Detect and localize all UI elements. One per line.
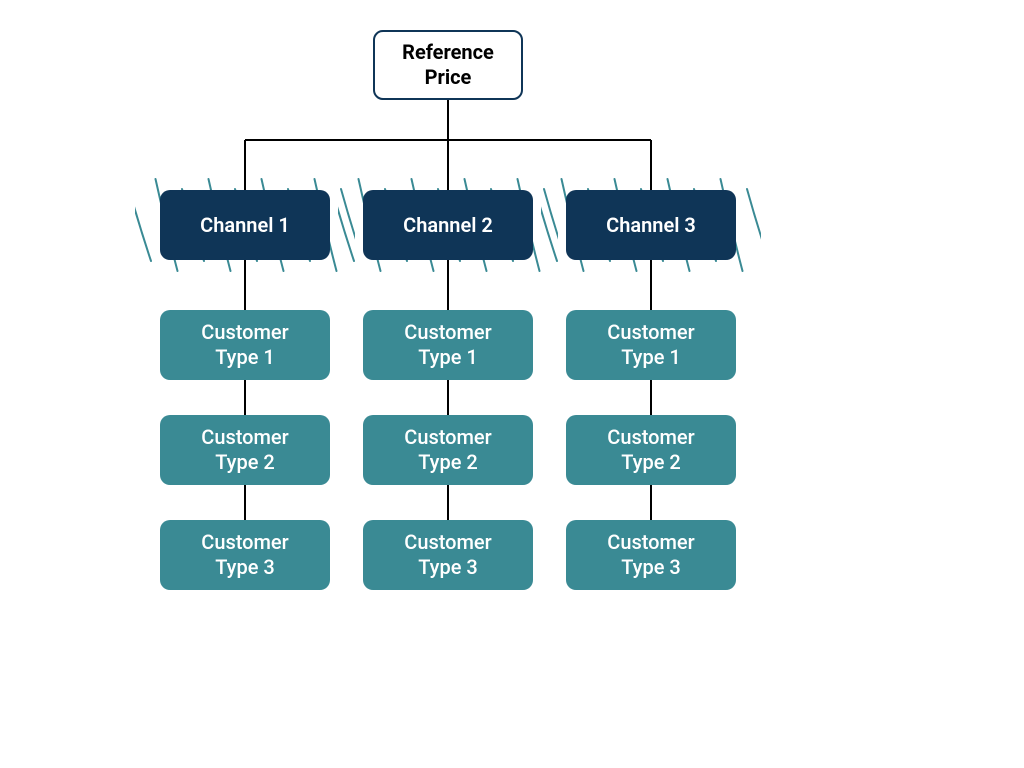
channel-label: Channel 2: [403, 213, 493, 238]
customer-label: CustomerType 2: [404, 425, 491, 475]
customer-label: CustomerType 2: [607, 425, 694, 475]
customer-label: CustomerType 1: [404, 320, 491, 370]
customer-node: CustomerType 3: [566, 520, 736, 590]
channel-node: Channel 2: [363, 190, 533, 260]
connector-lines: [0, 0, 1024, 768]
customer-node: CustomerType 2: [160, 415, 330, 485]
customer-label: CustomerType 1: [201, 320, 288, 370]
diagram-canvas: ReferencePrice Channel 1 CustomerType 1 Cu…: [0, 0, 1024, 768]
customer-label: CustomerType 3: [607, 530, 694, 580]
customer-node: CustomerType 1: [363, 310, 533, 380]
customer-label: CustomerType 3: [201, 530, 288, 580]
customer-label: CustomerType 3: [404, 530, 491, 580]
customer-label: CustomerType 1: [607, 320, 694, 370]
customer-node: CustomerType 3: [160, 520, 330, 590]
root-node-reference-price: ReferencePrice: [373, 30, 523, 100]
channel-label: Channel 1: [200, 213, 290, 238]
customer-node: CustomerType 2: [566, 415, 736, 485]
channel-node: Channel 3: [566, 190, 736, 260]
customer-label: CustomerType 2: [201, 425, 288, 475]
customer-node: CustomerType 3: [363, 520, 533, 590]
customer-node: CustomerType 1: [160, 310, 330, 380]
channel-node: Channel 1: [160, 190, 330, 260]
customer-node: CustomerType 1: [566, 310, 736, 380]
customer-node: CustomerType 2: [363, 415, 533, 485]
channel-label: Channel 3: [606, 213, 696, 238]
root-node-label: ReferencePrice: [402, 40, 494, 90]
